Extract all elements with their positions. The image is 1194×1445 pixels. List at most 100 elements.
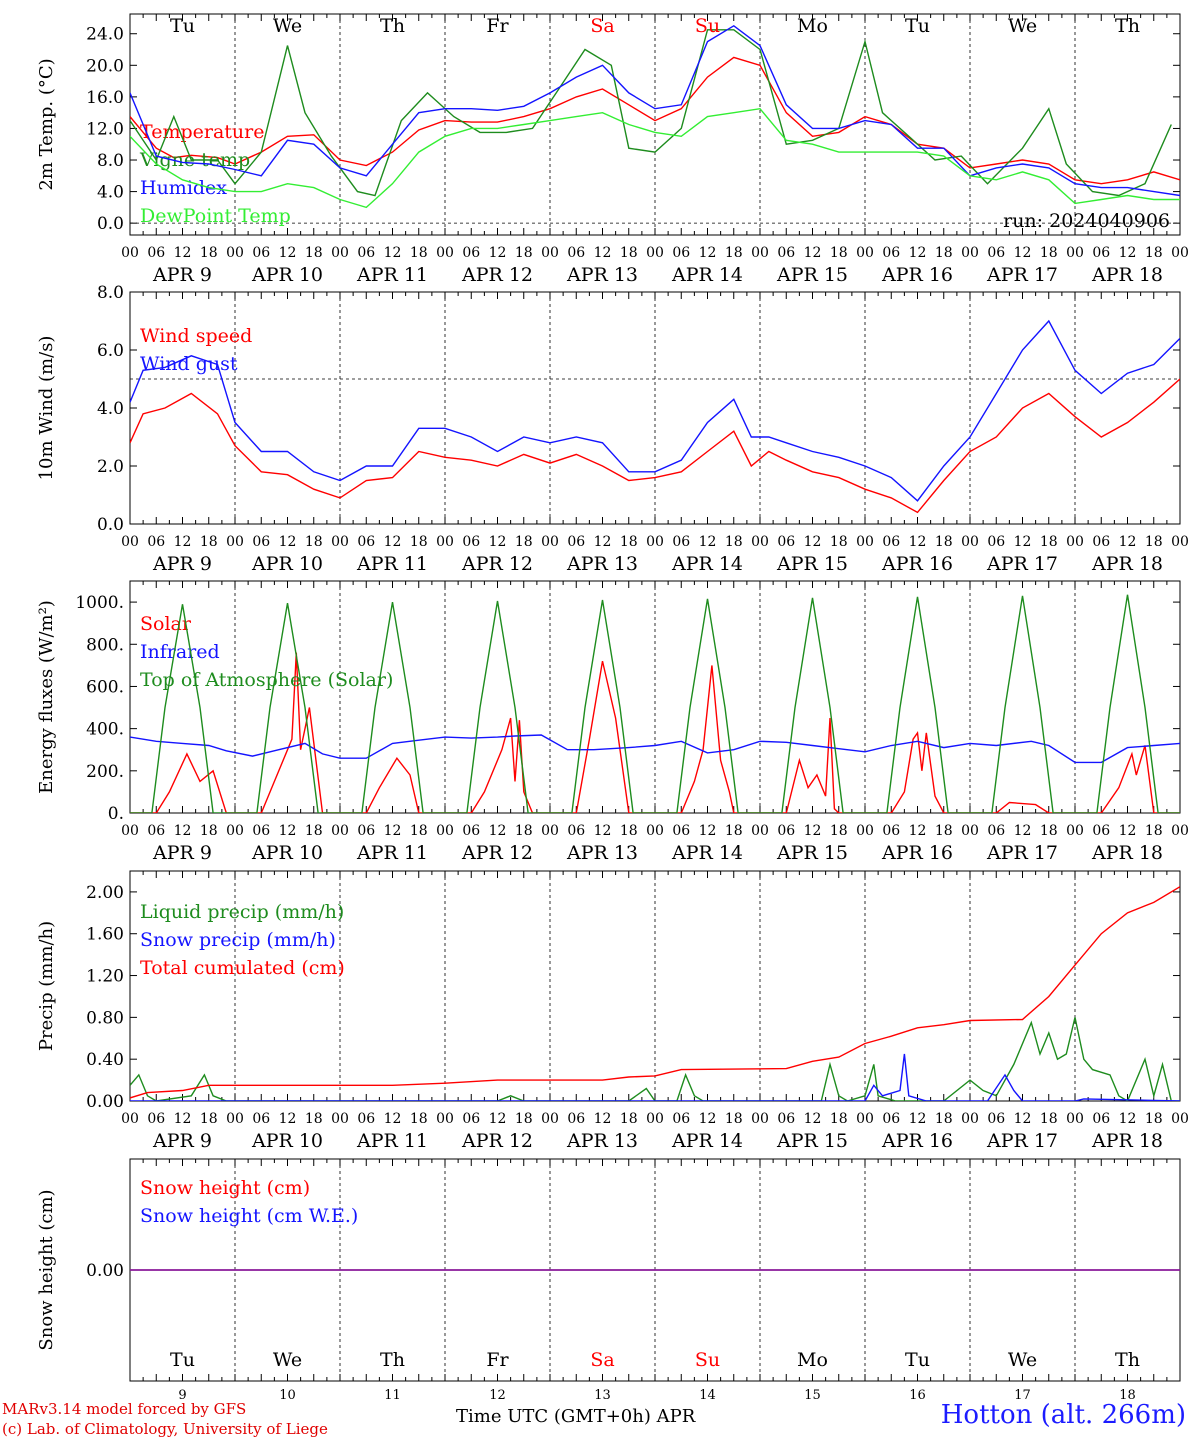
legend-entry: Snow height (cm) <box>140 1177 310 1199</box>
hour-tick-label: 12 <box>279 823 297 839</box>
date-label: APR 16 <box>881 1130 953 1152</box>
hour-tick-label: 12 <box>699 534 717 550</box>
weekday-label-bottom: Th <box>1115 1349 1140 1371</box>
series-line-infrared <box>130 734 1180 764</box>
legend-entry: Top of Atmosphere (Solar) <box>140 669 393 691</box>
y-axis-label: Precip (mm/h) <box>36 921 57 1051</box>
hour-tick-label: 00 <box>856 534 874 550</box>
y-tick-label: 0. <box>108 804 124 824</box>
hour-tick-label: 06 <box>357 245 375 261</box>
hour-tick-label: 00 <box>226 245 244 261</box>
hour-tick-label: 06 <box>357 1111 375 1127</box>
hour-tick-label: 12 <box>804 823 822 839</box>
y-axis-label: 10m Wind (m/s) <box>36 336 57 481</box>
date-label: APR 11 <box>356 1130 428 1152</box>
hour-tick-label: 18 <box>620 245 638 261</box>
hour-tick-label: 18 <box>1040 245 1058 261</box>
hour-tick-label: 18 <box>305 1111 323 1127</box>
hour-tick-label: 06 <box>462 823 480 839</box>
hour-tick-label: 06 <box>252 534 270 550</box>
hour-tick-label: 06 <box>987 245 1005 261</box>
date-label: APR 15 <box>776 264 848 286</box>
hour-tick-label: 12 <box>909 534 927 550</box>
hour-tick-label: 18 <box>1040 823 1058 839</box>
hour-tick-label: 00 <box>1066 1111 1084 1127</box>
hour-tick-label: 18 <box>830 1111 848 1127</box>
date-label: APR 16 <box>881 842 953 864</box>
legend-entry: Wind speed <box>140 325 252 347</box>
series-line-solar <box>130 652 1180 813</box>
hour-tick-label: 06 <box>882 1111 900 1127</box>
hour-tick-label: 12 <box>1119 1111 1137 1127</box>
legend-entry: Infrared <box>140 641 220 663</box>
hour-tick-label: 18 <box>1145 534 1163 550</box>
day-number-label: 17 <box>1014 1388 1031 1403</box>
hour-tick-label: 12 <box>804 534 822 550</box>
hour-tick-label: 00 <box>121 245 139 261</box>
hour-tick-label: 18 <box>935 1111 953 1127</box>
hour-tick-label: 12 <box>1014 1111 1032 1127</box>
hour-tick-label: 06 <box>252 823 270 839</box>
date-label: APR 18 <box>1091 264 1163 286</box>
weekday-label-top: Th <box>1115 15 1140 37</box>
hour-tick-label: 00 <box>751 534 769 550</box>
legend-entry: Snow height (cm W.E.) <box>140 1205 358 1227</box>
hour-tick-label: 18 <box>935 245 953 261</box>
y-tick-label: 2.0 <box>97 457 124 477</box>
hour-tick-label: 06 <box>252 1111 270 1127</box>
hour-tick-label: 00 <box>226 1111 244 1127</box>
legend-entry: Liquid precip (mm/h) <box>140 901 344 923</box>
hour-tick-label: 18 <box>410 1111 428 1127</box>
hour-tick-label: 06 <box>147 534 165 550</box>
hour-tick-label: 12 <box>594 245 612 261</box>
y-tick-label: 200. <box>86 762 124 782</box>
hour-tick-label: 00 <box>1066 245 1084 261</box>
hour-tick-label: 00 <box>226 823 244 839</box>
hour-tick-label: 12 <box>699 1111 717 1127</box>
date-label: APR 13 <box>566 1130 638 1152</box>
hour-tick-label: 12 <box>279 245 297 261</box>
y-tick-label: 0.00 <box>86 1261 124 1281</box>
weekday-label-top: Mo <box>797 15 828 37</box>
date-label: APR 10 <box>251 842 323 864</box>
hour-tick-label: 18 <box>725 245 743 261</box>
hour-tick-label: 06 <box>777 823 795 839</box>
date-label: APR 12 <box>461 842 533 864</box>
date-label: APR 13 <box>566 553 638 575</box>
day-number-label: 11 <box>384 1388 401 1403</box>
hour-tick-label: 12 <box>489 534 507 550</box>
day-number-label: 14 <box>699 1388 716 1403</box>
legend-entry: Wind gust <box>140 353 238 375</box>
weekday-label-top: We <box>273 15 302 37</box>
y-tick-label: 400. <box>86 720 124 740</box>
hour-tick-label: 06 <box>357 823 375 839</box>
date-label: APR 17 <box>986 553 1058 575</box>
hour-tick-label: 00 <box>436 1111 454 1127</box>
hour-tick-label: 12 <box>699 823 717 839</box>
weekday-label-bottom: Sa <box>590 1349 614 1371</box>
hour-tick-label: 00 <box>961 534 979 550</box>
date-label: APR 13 <box>566 264 638 286</box>
hour-tick-label: 18 <box>305 823 323 839</box>
hour-tick-label: 12 <box>279 534 297 550</box>
series-line-total-cumulated-cm- <box>130 886 1180 1099</box>
date-label: APR 18 <box>1091 1130 1163 1152</box>
hour-tick-label: 00 <box>541 1111 559 1127</box>
day-number-label: 9 <box>178 1388 186 1403</box>
series-line-wind-speed <box>130 378 1180 514</box>
hour-tick-label: 18 <box>620 534 638 550</box>
hour-tick-label: 06 <box>672 534 690 550</box>
hour-tick-label: 18 <box>1040 534 1058 550</box>
y-tick-label: 1.60 <box>86 925 124 945</box>
day-number-label: 16 <box>909 1388 926 1403</box>
hour-tick-label: 00 <box>226 534 244 550</box>
weekday-label-bottom: Tu <box>170 1349 195 1371</box>
hour-tick-label: 12 <box>174 534 192 550</box>
weekday-label-top: Su <box>695 15 720 37</box>
hour-tick-label: 18 <box>200 823 218 839</box>
x-axis-title: Time UTC (GMT+0h) APR <box>456 1406 696 1427</box>
hour-tick-label: 18 <box>1040 1111 1058 1127</box>
hour-tick-label: 12 <box>1119 245 1137 261</box>
legend-entry: Total cumulated (cm) <box>140 957 345 979</box>
